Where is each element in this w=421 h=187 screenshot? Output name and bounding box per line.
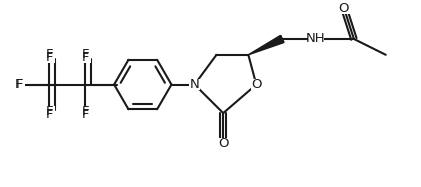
Text: O: O — [251, 78, 261, 91]
Text: F: F — [45, 105, 53, 118]
Bar — [189, 79, 200, 90]
Bar — [251, 79, 262, 90]
Bar — [80, 106, 91, 117]
Bar — [80, 52, 91, 63]
Text: F: F — [14, 78, 22, 91]
Text: F: F — [45, 48, 53, 61]
Polygon shape — [248, 35, 284, 55]
Text: O: O — [338, 1, 349, 15]
Text: F: F — [81, 108, 89, 121]
Text: F: F — [16, 78, 23, 91]
Bar — [338, 2, 349, 14]
Text: F: F — [45, 51, 53, 64]
Text: F: F — [81, 51, 89, 64]
Text: F: F — [81, 105, 89, 118]
Text: N: N — [190, 78, 200, 91]
Text: F: F — [45, 108, 53, 121]
Bar — [44, 52, 55, 63]
Text: O: O — [218, 137, 229, 151]
Bar — [44, 106, 55, 117]
Bar — [218, 138, 229, 150]
Text: NH: NH — [306, 33, 326, 45]
Bar — [309, 33, 324, 45]
Text: F: F — [81, 48, 89, 61]
Bar — [14, 79, 25, 90]
